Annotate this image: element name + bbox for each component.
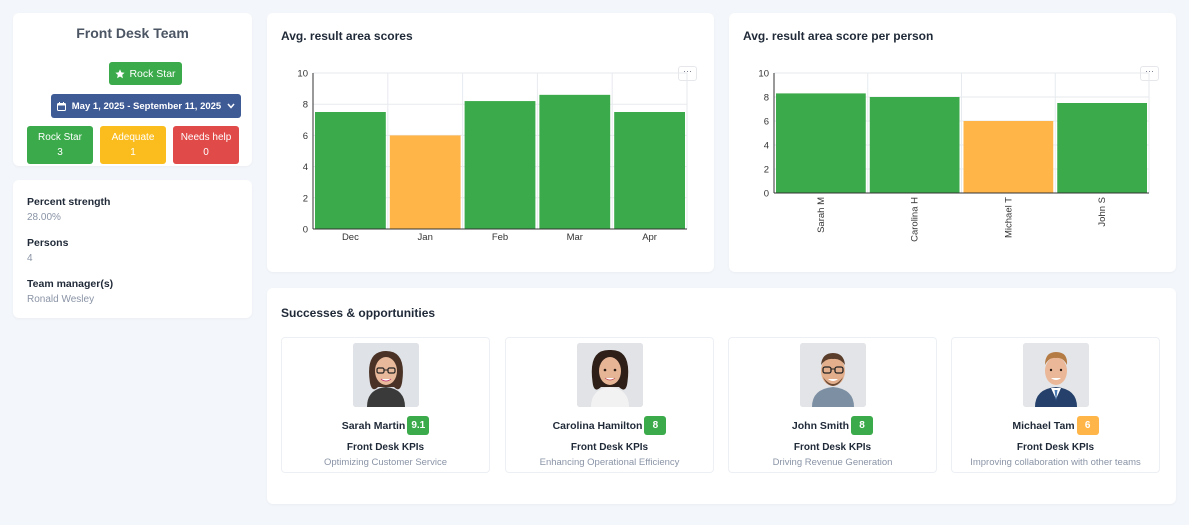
monthly-scores-chart: 0 2 4 6 8 10 Dec Jan Feb Mar Apr — [297, 69, 688, 243]
percent-strength-value: 28.00% — [27, 212, 61, 223]
bar-jan[interactable] — [389, 135, 461, 229]
persons-label: Persons — [27, 237, 69, 249]
team-manager-label: Team manager(s) — [27, 278, 114, 290]
person-description: Enhancing Operational Efficiency — [539, 457, 680, 468]
x-tick-label: Sarah M — [816, 197, 827, 233]
score-badge: 9.1 — [407, 416, 430, 435]
chart-card-monthly: Avg. result area scores ··· 0 2 4 6 8 10 Dec Ja… — [267, 13, 714, 272]
y-tick-label: 0 — [303, 225, 308, 236]
person-kpi: Front Desk KPIs — [570, 442, 649, 453]
team-info-card: Percent strength 28.00% Persons 4 Team m… — [13, 180, 252, 318]
person-card-michael[interactable]: Michael Tam 6 Front Desk KPIs Improving … — [951, 337, 1160, 473]
stat-needs-help[interactable]: Needs help 0 — [173, 126, 239, 164]
badge-label: Rock Star — [129, 67, 176, 80]
bar-john-s[interactable] — [1057, 103, 1147, 193]
y-tick-label: 6 — [764, 117, 769, 128]
person-card-sarah[interactable]: Sarah Martin 9.1 Front Desk KPIs Optimiz… — [281, 337, 490, 473]
y-tick-label: 2 — [303, 193, 308, 204]
y-tick-label: 10 — [758, 69, 769, 80]
team-card: Front Desk Team Rock Star May 1, 2025 - … — [13, 13, 252, 166]
stat-rock-star[interactable]: Rock Star 3 — [27, 126, 93, 164]
score-badge: 8 — [851, 416, 874, 435]
stat-adequate[interactable]: Adequate 1 — [100, 126, 166, 164]
y-tick-label: 2 — [764, 165, 769, 176]
chart-title: Avg. result area score per person — [743, 29, 934, 43]
bar-sarah-m[interactable] — [776, 93, 866, 193]
person-kpi: Front Desk KPIs — [1016, 442, 1095, 453]
x-tick-label: Apr — [642, 232, 657, 243]
stat-label: Rock Star — [38, 132, 82, 143]
x-tick-label: Jan — [418, 232, 433, 243]
star-icon — [115, 68, 126, 78]
y-tick-label: 0 — [764, 189, 769, 200]
person-name: Sarah Martin — [341, 419, 406, 432]
person-description: Improving collaboration with other teams — [970, 457, 1141, 468]
score-badge: 6 — [1076, 416, 1099, 435]
x-tick-label: John S — [1097, 197, 1108, 227]
bar-dec[interactable] — [315, 112, 386, 229]
calendar-icon — [56, 101, 66, 111]
y-tick-label: 4 — [764, 141, 769, 152]
x-tick-label: Carolina H — [910, 197, 921, 242]
x-tick-label: Mar — [567, 232, 583, 243]
bar-mar[interactable] — [539, 94, 611, 229]
woman-glasses-avatar — [353, 343, 419, 407]
stat-label: Adequate — [111, 132, 155, 143]
rock-star-badge: Rock Star — [109, 62, 182, 85]
x-tick-label: Feb — [492, 232, 508, 243]
person-description: Driving Revenue Generation — [772, 457, 893, 468]
y-tick-label: 6 — [303, 131, 308, 142]
persons-value: 4 — [27, 253, 33, 264]
person-card-carolina[interactable]: Carolina Hamilton 8 Front Desk KPIs Enha… — [505, 337, 714, 473]
team-title: Front Desk Team — [76, 25, 189, 41]
percent-strength-label: Percent strength — [27, 196, 111, 208]
successes-card: Successes & opportunities Sarah Martin 9… — [267, 288, 1176, 504]
stat-count: 0 — [203, 147, 209, 158]
successes-title: Successes & opportunities — [281, 306, 436, 320]
person-name: Carolina Hamilton — [552, 419, 643, 432]
person-kpi: Front Desk KPIs — [346, 442, 425, 453]
y-tick-label: 8 — [764, 93, 769, 104]
person-kpi: Front Desk KPIs — [793, 442, 872, 453]
man-suit-avatar — [1023, 343, 1089, 407]
date-range-button[interactable]: May 1, 2025 - September 11, 2025 — [51, 94, 241, 118]
bar-feb[interactable] — [464, 101, 536, 229]
woman-avatar — [577, 343, 643, 407]
stat-label: Needs help — [180, 132, 232, 143]
y-tick-label: 10 — [297, 69, 308, 80]
x-tick-label: Michael T — [1003, 197, 1014, 238]
chevron-down-icon — [227, 103, 235, 109]
score-badge: 8 — [644, 416, 667, 435]
y-tick-label: 4 — [303, 162, 308, 173]
bar-carolina-h[interactable] — [869, 97, 960, 193]
date-range-label: May 1, 2025 - September 11, 2025 — [71, 100, 222, 112]
man-glasses-avatar — [800, 343, 866, 407]
person-name: Michael Tam — [1012, 419, 1075, 432]
chart-title: Avg. result area scores — [281, 29, 413, 43]
team-manager-value: Ronald Wesley — [27, 294, 95, 305]
stat-count: 1 — [130, 147, 136, 158]
x-tick-label: Dec — [342, 232, 359, 243]
person-name: John Smith — [791, 419, 850, 432]
person-description: Optimizing Customer Service — [323, 457, 447, 468]
y-tick-label: 8 — [303, 100, 308, 111]
bar-michael-t[interactable] — [963, 121, 1054, 193]
stat-count: 3 — [57, 147, 63, 158]
per-person-scores-chart: 0 2 4 6 8 10 Sarah M Carolina H Michael T John S — [758, 69, 1150, 242]
person-card-john[interactable]: John Smith 8 Front Desk KPIs Driving Rev… — [728, 337, 937, 473]
bar-apr[interactable] — [614, 112, 685, 229]
